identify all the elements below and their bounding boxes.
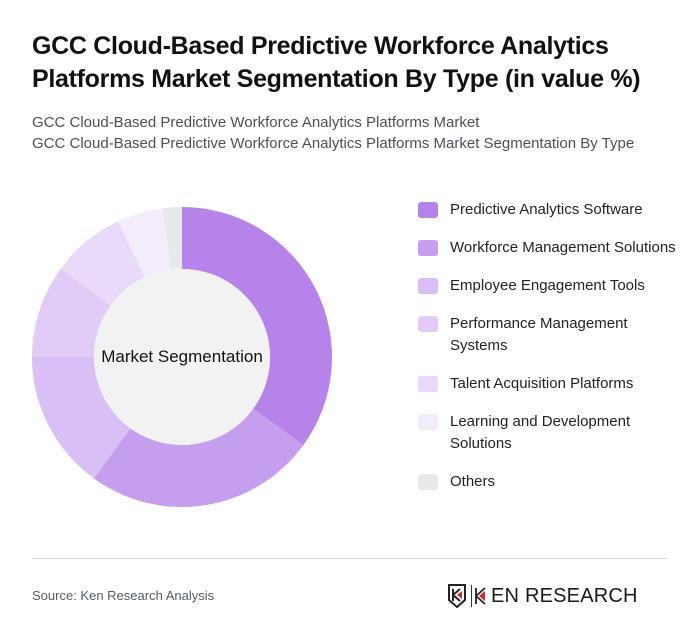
legend-label: Others: [450, 473, 496, 490]
donut-segment[interactable]: [182, 207, 332, 446]
subtitle-line-2: GCC Cloud-Based Predictive Workforce Ana…: [32, 135, 635, 152]
legend-label: Employee Engagement Tools: [450, 277, 645, 294]
legend-item-performance-management[interactable]: Performance Management Systems: [418, 313, 688, 357]
legend-item-employee-engagement[interactable]: Employee Engagement Tools: [418, 275, 688, 297]
legend-item-talent-acquisition[interactable]: Talent Acquisition Platforms: [418, 373, 688, 395]
ken-shield-icon: [448, 584, 466, 608]
legend-label: Performance Management Systems: [450, 315, 628, 354]
donut-segment[interactable]: [32, 268, 111, 357]
legend-item-learning-development[interactable]: Learning and Development Solutions: [418, 411, 688, 455]
chart-title: GCC Cloud-Based Predictive Workforce Ana…: [32, 32, 641, 93]
legend-swatch: [418, 414, 438, 430]
legend-item-predictive-analytics[interactable]: Predictive Analytics Software: [418, 199, 688, 221]
subtitle-line-1: GCC Cloud-Based Predictive Workforce Ana…: [32, 114, 480, 131]
donut-hole: [94, 269, 270, 445]
legend-label: Predictive Analytics Software: [450, 201, 643, 218]
donut-segment[interactable]: [93, 408, 304, 507]
legend-swatch: [418, 376, 438, 392]
chart-legend: Predictive Analytics Software Workforce …: [418, 199, 688, 509]
source-note: Source: Ken Research Analysis: [32, 588, 215, 603]
legend-label: Workforce Management Solutions: [450, 239, 676, 256]
ken-research-logo: EN RESEARCH: [447, 583, 638, 609]
ken-k-icon: [475, 587, 486, 605]
donut-chart: [32, 207, 332, 507]
logo-separator: [471, 585, 472, 607]
legend-swatch: [418, 316, 438, 332]
legend-swatch: [418, 202, 438, 218]
footer-divider: [32, 558, 668, 559]
donut-segment[interactable]: [60, 221, 145, 306]
legend-item-workforce-management[interactable]: Workforce Management Solutions: [418, 237, 688, 259]
donut-segment[interactable]: [163, 207, 182, 270]
legend-swatch: [418, 278, 438, 294]
donut-svg: [32, 207, 332, 507]
legend-label: Talent Acquisition Platforms: [450, 375, 634, 392]
chart-subtitle: GCC Cloud-Based Predictive Workforce Ana…: [32, 112, 682, 154]
logo-text: EN RESEARCH: [491, 584, 638, 607]
legend-label: Learning and Development Solutions: [450, 413, 631, 452]
donut-segment[interactable]: [118, 208, 171, 278]
donut-segment[interactable]: [32, 357, 131, 479]
legend-item-others[interactable]: Others: [418, 471, 688, 493]
legend-swatch: [418, 240, 438, 256]
legend-swatch: [418, 474, 438, 490]
